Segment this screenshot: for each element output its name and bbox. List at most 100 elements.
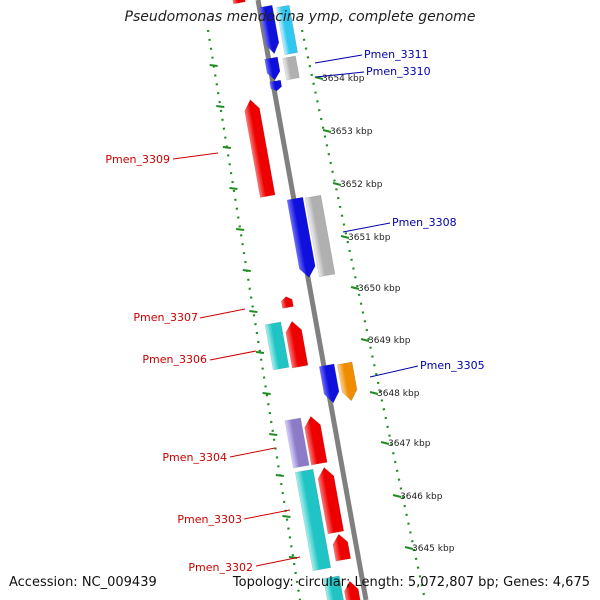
- gene-label-pmen_3308: Pmen_3308: [392, 216, 457, 229]
- kbp-label: 3654 kbp: [322, 74, 365, 84]
- leader-line: [199, 308, 246, 319]
- minor-tick: [255, 351, 265, 354]
- minor-tick: [282, 515, 291, 518]
- gene-shape-3302: [332, 533, 352, 562]
- gene-label-pmen_3302: Pmen_3302: [188, 561, 253, 574]
- kbp-label: 3645 kbp: [412, 544, 455, 554]
- feature-shape: [323, 575, 345, 600]
- label-layer: Pmen_3311 Pmen_3310 Pmen_3309 Pmen_3308 Pmen…: [105, 48, 484, 574]
- leader-line: [229, 447, 276, 458]
- kbp-tick: [369, 391, 379, 395]
- feature-shape: [304, 194, 336, 278]
- gene-label-pmen_3310: Pmen_3310: [366, 65, 431, 78]
- minor-tick: [262, 392, 271, 395]
- gene-shape-3311: [259, 4, 280, 55]
- leader-line: [172, 152, 219, 160]
- gene-shape-3304: [304, 415, 328, 466]
- feature-shape-shape: [284, 417, 310, 469]
- feature-shape: [284, 417, 310, 469]
- feature-layer: [231, 0, 362, 600]
- gene-shape: [269, 79, 283, 92]
- gene-shape-shape: [344, 580, 362, 600]
- kbp-label: 3646 kbp: [400, 492, 443, 502]
- feature-shape-shape: [264, 321, 290, 371]
- accession-text: Accession: NC_009439: [9, 575, 157, 590]
- kbp-tick: [360, 338, 370, 342]
- gene-shape-3307: [280, 296, 294, 309]
- minor-tick: [216, 105, 225, 108]
- minor-tick: [249, 310, 258, 313]
- minor-tick: [229, 187, 238, 190]
- kbp-tick: [392, 494, 402, 498]
- gene-shape-3308: [286, 196, 316, 278]
- kbp-tick: [350, 286, 360, 290]
- gene-shape-3309: [244, 99, 276, 198]
- leader-line: [315, 71, 365, 78]
- minor-tick: [269, 433, 278, 436]
- leader-line: [243, 509, 291, 520]
- kbp-tick: [322, 129, 332, 133]
- tick-layer: 3654 kbp 3653 kbp 3652 kbp 3651 kbp 3650 kbp…: [206, 29, 455, 600]
- outer-tick-track: [206, 29, 302, 600]
- gene-shape-3303-shape: [317, 467, 345, 535]
- feature-shape-shape: [294, 468, 332, 572]
- gene-shape-3303: [317, 467, 345, 535]
- kbp-tick: [404, 546, 414, 550]
- gene-shape-shape: [269, 79, 283, 92]
- leader-line: [209, 350, 257, 361]
- gene-shape-3304-shape: [304, 415, 328, 466]
- feature-shape: [282, 55, 300, 81]
- gene-label-pmen_3303: Pmen_3303: [177, 513, 242, 526]
- map-title: Pseudomonas mendocina ymp, complete geno…: [124, 9, 476, 25]
- gene-shape-shape: [231, 0, 246, 5]
- backbone-layer: [255, 0, 369, 600]
- minor-tick: [222, 146, 232, 149]
- feature-shape-shape: [276, 4, 298, 56]
- gene-shape-3306-shape: [285, 320, 309, 369]
- kbp-tick: [340, 235, 350, 239]
- minor-tick: [235, 228, 245, 231]
- leader-line: [314, 54, 363, 64]
- kbp-label: 3647 kbp: [388, 439, 431, 449]
- minor-tick: [242, 269, 251, 272]
- gene-shape: [231, 0, 246, 5]
- gene-shape-3310-shape: [264, 56, 281, 81]
- gene-shape-3305: [318, 363, 340, 404]
- gene-label-pmen_3309: Pmen_3309: [105, 153, 170, 166]
- feature-shape-shape: [304, 194, 336, 278]
- gene-label-pmen_3304: Pmen_3304: [162, 451, 227, 464]
- feature-shape: [276, 4, 298, 56]
- feature-shape-shape: [323, 575, 345, 600]
- feature-shape: [336, 361, 358, 402]
- kbp-label: 3648 kbp: [377, 389, 420, 399]
- minor-tick: [209, 64, 218, 67]
- gene-label-pmen_3307: Pmen_3307: [133, 311, 198, 324]
- gene-shape-3306: [285, 320, 309, 369]
- gene-label-pmen_3311: Pmen_3311: [364, 48, 429, 61]
- leader-line: [342, 222, 391, 233]
- gene-shape-3308-shape: [286, 196, 316, 278]
- feature-shape-shape: [336, 361, 358, 402]
- kbp-tick: [332, 182, 342, 186]
- backbone-line: [255, 0, 369, 600]
- leader-line: [369, 365, 419, 378]
- gene-shape-3311-shape: [259, 4, 280, 55]
- topology-text: Topology: circular; Length: 5,072,807 bp…: [232, 575, 590, 590]
- kbp-label: 3649 kbp: [368, 336, 411, 346]
- feature-shape: [264, 321, 290, 371]
- kbp-label: 3651 kbp: [348, 233, 391, 243]
- gene-shape-3310: [264, 56, 281, 81]
- leader-line: [255, 556, 301, 567]
- gene-label-pmen_3306: Pmen_3306: [142, 353, 207, 366]
- gene-shape-3307-shape: [280, 296, 294, 309]
- feature-shape-shape: [282, 55, 300, 81]
- kbp-label: 3653 kbp: [330, 127, 373, 137]
- feature-shape: [294, 468, 332, 572]
- kbp-label: 3652 kbp: [340, 180, 383, 190]
- gene-label-pmen_3305: Pmen_3305: [420, 359, 485, 372]
- minor-tick: [275, 474, 284, 477]
- gene-shape-3309-shape: [244, 99, 276, 198]
- kbp-label: 3650 kbp: [358, 284, 401, 294]
- gene-shape: [344, 580, 362, 600]
